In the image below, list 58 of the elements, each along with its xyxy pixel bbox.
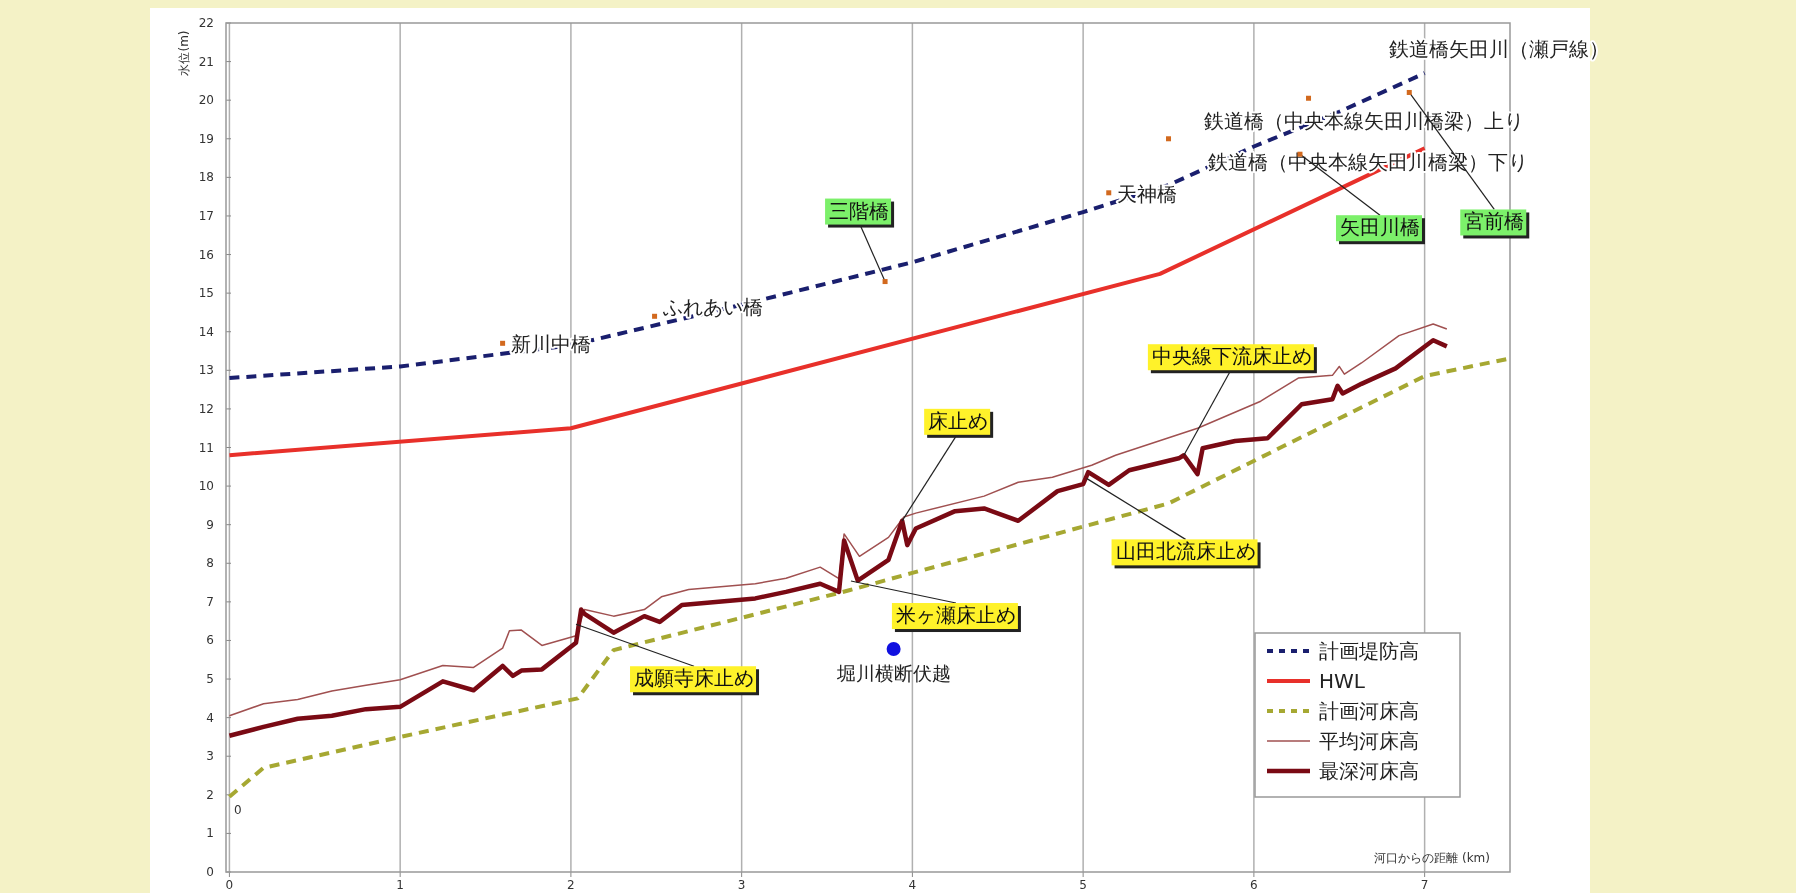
y-tick-label: 8 [206,556,214,571]
x-tick-label: 7 [1420,878,1429,892]
y-tick-label: 18 [198,170,214,185]
annotation: 天神橋 [1116,181,1177,206]
annotation: 宮前橋 [1464,209,1525,234]
y-tick-label: 22 [198,16,214,30]
y-tick-label: 14 [198,324,214,339]
annotation: 中央線下流床止め [1151,344,1312,369]
y-tick-label: 11 [198,440,214,455]
y-tick-label: 3 [206,749,214,764]
y-tick-label: 9 [206,517,214,532]
y-tick-label: 13 [198,363,214,378]
point [886,641,901,656]
x-tick-label: 0 [225,878,234,892]
y-tick-label: 7 [206,594,214,609]
y-axis-title: 水位(m) [177,30,191,76]
x-tick-label: 3 [737,878,746,892]
legend-label: 最深河床高 [1319,759,1419,783]
x-tick-label: 6 [1250,878,1258,892]
y-tick-label: 6 [206,633,214,648]
y-tick-label: 21 [198,54,214,69]
y-tick-label: 1 [206,826,214,841]
y-tick-label: 5 [206,672,214,687]
annotation: 矢田川橋 [1339,215,1420,240]
annotation: 床止め [928,408,989,433]
x-tick-label: 5 [1079,878,1087,892]
y-tick-label: 19 [198,131,214,146]
x-tick-label: 2 [567,878,575,892]
annotation: 三階橋 [829,198,890,223]
y-tick-label: 10 [198,479,214,494]
annotation: 成願寺床止め [634,666,755,691]
y-tick-label: 20 [198,93,214,108]
point [1166,136,1172,142]
legend-label: 計画堤防高 [1319,639,1419,663]
annotation: 米ヶ瀬床止め [895,603,1016,628]
legend-label: HWL [1319,669,1366,693]
y-tick-label: 2 [206,787,214,802]
y-tick-label: 4 [206,710,214,725]
y-tick-label: 16 [198,247,214,262]
point [1406,89,1412,95]
y-tick-label: 15 [198,286,214,301]
y-tick-label: 12 [198,401,214,416]
x-tick-label: 4 [908,878,917,892]
annotation: 山田北流床止め [1115,539,1256,564]
y-tick-label: 0 [206,865,214,879]
legend-label: 計画河床高 [1319,699,1419,723]
series-label: 堀川横断伏越 [835,661,951,684]
point [1106,190,1112,196]
point [652,313,658,319]
annotation: 0 [234,803,242,817]
annotation: 鉄道橋矢田川（瀬戸線） [1389,37,1610,62]
point [1306,95,1312,101]
x-axis-title: 河口からの距離 (km) [1374,851,1490,865]
point [882,279,888,285]
x-tick-label: 1 [396,878,404,892]
point [500,340,506,346]
legend-label: 平均河床高 [1319,729,1419,753]
y-tick-label: 17 [198,208,214,223]
